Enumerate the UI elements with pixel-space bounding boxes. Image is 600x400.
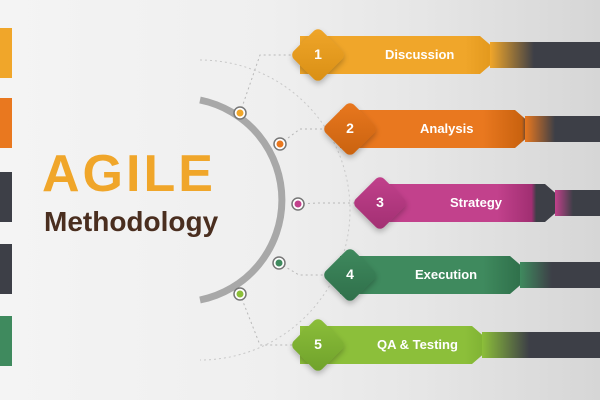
- step-label-1: Discussion: [385, 47, 455, 62]
- connector-5: [239, 293, 300, 346]
- step-label-5: QA & Testing: [377, 337, 458, 352]
- arc-node-dot-2: [276, 140, 284, 148]
- arc-nodes: [233, 106, 305, 301]
- step-label-4: Execution: [415, 267, 478, 282]
- arc-main: [199, 96, 286, 304]
- arc-node-dot-4: [275, 259, 283, 267]
- step-tail-2: [525, 116, 600, 142]
- step-number-1: 1: [314, 46, 322, 62]
- arc-outer-dotted: [199, 59, 351, 361]
- arc-node-dot-1: [236, 109, 244, 117]
- side-tab-1: [0, 28, 12, 78]
- step-tail-5: [482, 332, 600, 358]
- step-tail-3: [555, 190, 600, 216]
- side-tab-3: [0, 172, 12, 222]
- step-label-2: Analysis: [420, 121, 474, 136]
- step-tail-4: [520, 262, 600, 288]
- side-tab-2: [0, 98, 12, 148]
- arc-node-dot-3: [294, 200, 302, 208]
- title-agile: AGILE: [42, 145, 216, 203]
- step-number-3: 3: [376, 194, 384, 210]
- step-number-5: 5: [314, 336, 322, 352]
- step-label-3: Strategy: [450, 195, 503, 210]
- step-number-2: 2: [346, 120, 354, 136]
- side-tab-4: [0, 244, 12, 294]
- side-tab-5: [0, 316, 12, 366]
- connector-1: [239, 54, 300, 114]
- arc-node-dot-5: [236, 290, 244, 298]
- step-tail-1: [490, 42, 600, 68]
- title-methodology: Methodology: [44, 206, 219, 237]
- connector-lines: [239, 54, 372, 346]
- step-number-4: 4: [346, 266, 354, 282]
